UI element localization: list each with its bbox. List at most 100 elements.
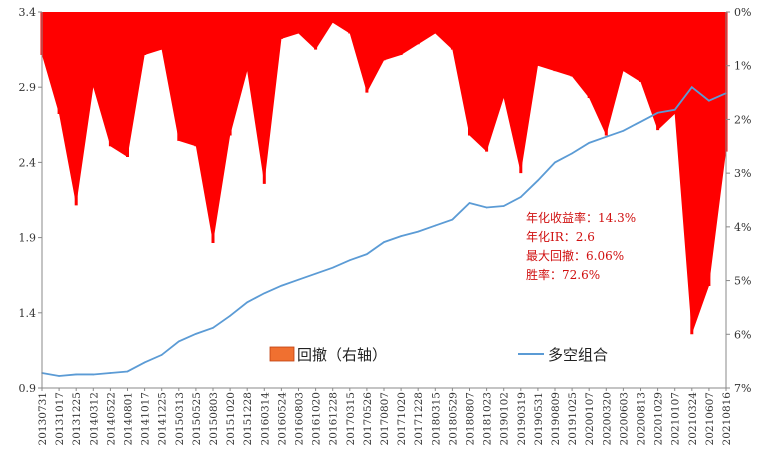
line-point	[605, 136, 608, 138]
line-point	[622, 130, 625, 132]
line-point	[588, 142, 590, 144]
right-axis-ticks: 0% 1% 2% 3% 4% 5% 6% 7%	[726, 6, 751, 395]
x-tick-label: 20210816	[721, 392, 733, 446]
x-tick-label: 20201029	[653, 392, 665, 445]
line-point	[691, 86, 693, 88]
left-tick-label: 1.4	[19, 307, 37, 320]
x-tick-label: 20190319	[516, 392, 528, 445]
x-tick-label: 20160803	[294, 392, 306, 445]
right-tick-label: 0%	[734, 6, 751, 19]
right-tick-label: 4%	[734, 221, 751, 234]
x-tick-label: 20151020	[225, 392, 237, 445]
line-point	[537, 179, 539, 182]
x-tick-label: 20141225	[157, 392, 169, 445]
x-tick-label: 20150803	[208, 392, 220, 445]
x-tick-label: 20200603	[618, 392, 630, 445]
line-point	[554, 161, 556, 164]
x-tick-label: 20170315	[345, 392, 357, 445]
x-tick-label: 20170807	[379, 392, 391, 445]
right-tick-label: 7%	[734, 382, 751, 395]
x-tick-label: 20180807	[465, 392, 477, 445]
line-point	[160, 354, 163, 356]
x-tick-label: 20140801	[123, 392, 135, 445]
stat-annotation: 胜率：72.6%	[526, 267, 600, 282]
left-tick-label: 3.4	[19, 6, 37, 19]
x-tick-label: 20160524	[276, 392, 288, 446]
long-short-line	[41, 85, 727, 377]
x-tick-label: 20140522	[105, 392, 117, 445]
x-tick-label: 20140312	[88, 392, 100, 445]
x-tick-label: 20151228	[242, 392, 254, 445]
line-point	[383, 241, 385, 243]
left-tick-label: 1.9	[19, 232, 37, 245]
x-tick-label: 20130731	[37, 392, 49, 445]
x-tick-label: 20191025	[567, 392, 579, 445]
line-point	[400, 235, 402, 237]
x-tick-label: 20150525	[191, 392, 203, 445]
line-point	[331, 266, 334, 269]
x-tick-label: 20170526	[362, 392, 374, 446]
x-tick-label: 20160314	[259, 392, 271, 446]
line-point	[656, 111, 659, 114]
x-tick-label: 20190102	[499, 392, 511, 445]
line-point	[451, 218, 454, 221]
x-tick-label: 20210107	[670, 392, 682, 445]
line-point	[126, 370, 129, 373]
legend-label-line: 多空组合	[548, 346, 608, 364]
line-point	[58, 375, 60, 377]
line-point	[434, 224, 437, 227]
line-point	[212, 327, 214, 329]
line-point	[708, 99, 710, 102]
left-tick-label: 2.4	[19, 156, 37, 169]
line-point	[673, 108, 676, 111]
line-point	[502, 205, 505, 207]
line-point	[520, 196, 522, 198]
line-point	[485, 206, 488, 209]
x-tick-label: 20200107	[584, 392, 596, 445]
x-tick-label: 20210607	[704, 392, 716, 445]
x-tick-label: 20190531	[533, 392, 545, 445]
x-tick-label: 20161228	[328, 392, 340, 445]
line-point	[468, 202, 471, 204]
line-point	[297, 278, 300, 281]
left-axis-ticks: 0.9 1.4 1.9 2.4 2.9 3.4	[19, 6, 42, 395]
line-point	[263, 292, 266, 295]
left-tick-label: 0.9	[19, 382, 37, 395]
line-point	[75, 373, 77, 376]
stat-annotation: 年化IR：2.6	[526, 230, 595, 244]
x-tick-label: 20210324	[687, 392, 699, 446]
drawdown-area	[40, 12, 728, 335]
x-tick-label: 20190809	[550, 392, 562, 445]
x-axis-ticks: 20130731 20131017 20131225 20140312 20140522…	[37, 388, 733, 445]
line-point	[639, 120, 642, 123]
stat-annotation: 最大回撤：6.06%	[526, 248, 624, 263]
right-tick-label: 6%	[734, 328, 751, 341]
legend: 回撤（右轴） 多空组合	[269, 346, 608, 364]
x-tick-label: 20180529	[447, 392, 459, 445]
x-tick-label: 20131017	[54, 392, 66, 445]
line-point	[195, 333, 197, 335]
annotations: 年化收益率：14.3% 年化IR：2.6 最大回撤：6.06% 胜率：72.6%	[526, 210, 636, 282]
line-point	[417, 230, 420, 233]
x-tick-label: 20171020	[396, 392, 408, 445]
x-tick-label: 20171228	[413, 392, 425, 445]
line-point	[229, 315, 231, 317]
legend-swatch-drawdown	[269, 346, 295, 362]
line-point	[178, 340, 180, 343]
line-point	[143, 361, 146, 364]
right-tick-label: 2%	[734, 113, 751, 126]
line-point	[314, 272, 317, 275]
right-tick-label: 3%	[734, 167, 751, 180]
x-tick-label: 20150313	[174, 392, 186, 445]
line-point	[571, 152, 573, 155]
line-point	[280, 284, 283, 287]
x-tick-label: 20141017	[140, 392, 152, 445]
x-tick-label: 20181023	[482, 392, 494, 445]
legend-label-drawdown: 回撤（右轴）	[297, 346, 387, 364]
right-tick-label: 1%	[734, 60, 751, 73]
line-point	[349, 259, 351, 261]
stat-annotation: 年化收益率：14.3%	[526, 210, 636, 225]
left-tick-label: 2.9	[19, 81, 37, 94]
line-point	[92, 373, 95, 376]
line-point	[109, 372, 112, 374]
